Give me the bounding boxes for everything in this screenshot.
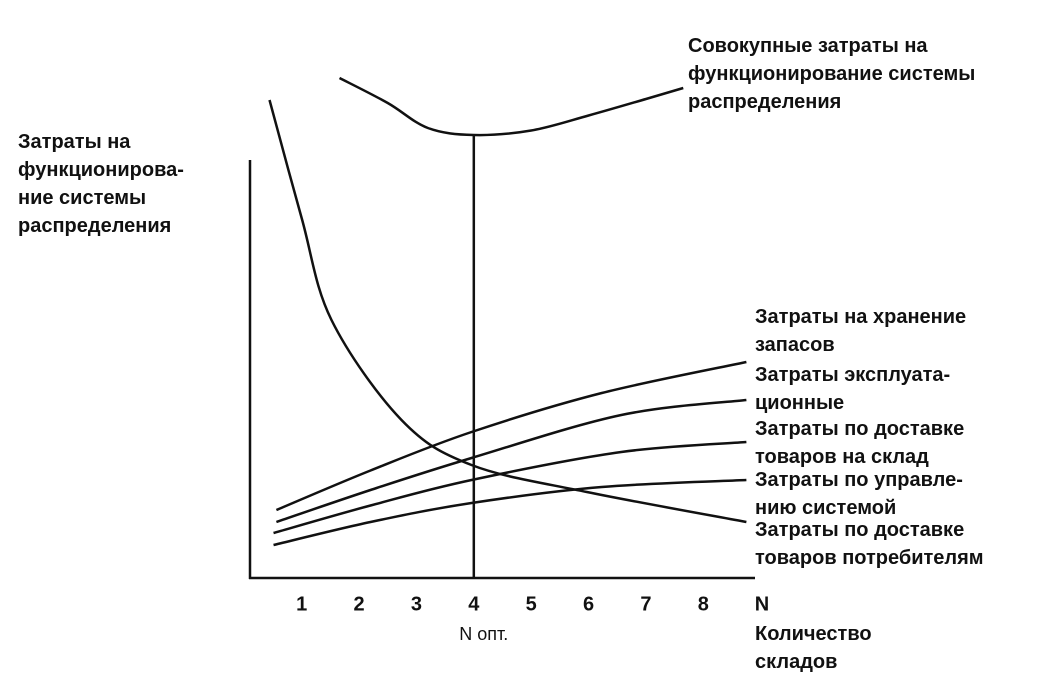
series-label: Затраты на хранение запасов: [755, 306, 967, 356]
line-series: [273, 440, 747, 535]
y-axis-label: Затраты на функционирова- ние системы ра…: [18, 131, 184, 237]
series-label: Затраты эксплуата- ционные: [755, 364, 951, 414]
x-axis-label: Количество складов: [755, 623, 872, 673]
optimum-label: N опт.: [459, 624, 508, 644]
line-series: [275, 360, 747, 512]
x-tick-label: 7: [640, 593, 651, 615]
line-series: [338, 76, 684, 137]
series-label: Совокупные затраты на функционирование с…: [688, 35, 976, 113]
line-series: [273, 478, 747, 547]
series-label: Затраты по доставке товаров потребителям: [755, 519, 984, 569]
x-tick-label: 8: [698, 593, 709, 615]
line-series: [275, 398, 747, 524]
x-tick-label: 5: [526, 593, 537, 615]
x-tick-label: 6: [583, 593, 594, 615]
series-label: Затраты по управле- нию системой: [755, 469, 963, 519]
x-tick-label: 3: [411, 593, 422, 615]
x-tick-label: 2: [353, 593, 364, 615]
x-tick-label: 4: [468, 593, 480, 615]
series-label: Затраты по доставке товаров на склад: [755, 418, 965, 468]
x-axis-symbol: N: [755, 593, 769, 615]
x-tick-label: 1: [296, 593, 307, 615]
line-series: [268, 99, 747, 524]
